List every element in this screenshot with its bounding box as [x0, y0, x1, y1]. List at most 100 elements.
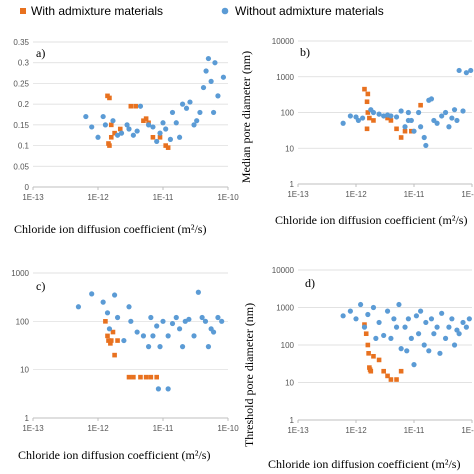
data-point-without-admixture — [102, 122, 109, 128]
data-point-without-admixture — [165, 386, 171, 392]
data-point-without-admixture — [418, 308, 424, 314]
data-point-without-admixture — [391, 316, 397, 322]
data-point-without-admixture — [411, 362, 417, 368]
data-point-without-admixture — [200, 84, 207, 91]
data-point-without-admixture — [220, 74, 227, 80]
data-point-without-admixture — [426, 348, 432, 354]
y-tick-label: 0.35 — [13, 38, 29, 47]
data-point-without-admixture — [340, 120, 346, 126]
data-point-with-admixture — [143, 116, 149, 121]
x-tick-label: 1E-10 — [461, 190, 474, 199]
data-point-without-admixture — [347, 308, 353, 314]
data-point-without-admixture — [357, 301, 364, 308]
data-point-with-admixture — [398, 368, 404, 374]
data-point-with-admixture — [112, 130, 117, 136]
data-point-without-admixture — [347, 113, 353, 119]
data-point-without-admixture — [439, 113, 445, 119]
data-point-without-admixture — [405, 109, 411, 116]
panel-b-y-tick-labels: 1 10 100 1000 10000 — [272, 37, 295, 189]
x-tick-label: 1E-10 — [217, 424, 239, 433]
legend-marker-with-admixture — [20, 8, 26, 14]
data-point-without-admixture — [402, 124, 408, 130]
data-point-without-admixture — [373, 335, 379, 341]
data-point-without-admixture — [179, 101, 186, 107]
panel-b-gridlines — [298, 40, 472, 149]
data-point-without-admixture — [437, 350, 443, 356]
data-point-without-admixture — [405, 316, 411, 322]
x-tick-label: 1E-10 — [217, 193, 239, 202]
panel-a-data-points — [83, 55, 227, 150]
legend-label-without-admixture: Without admixture materials — [235, 4, 384, 18]
data-point-without-admixture — [114, 132, 121, 138]
legend-marker-without-admixture — [221, 7, 229, 15]
panel-d-axes — [297, 419, 473, 423]
data-point-with-admixture — [385, 373, 390, 379]
data-point-with-admixture — [163, 143, 168, 148]
data-point-without-admixture — [205, 55, 212, 62]
y-tick-label: 10000 — [272, 266, 295, 275]
x-tick-label: 1E-12 — [87, 424, 109, 433]
data-point-without-admixture — [446, 324, 452, 330]
data-point-with-admixture — [141, 118, 146, 124]
data-point-with-admixture — [381, 368, 386, 374]
data-point-without-admixture — [137, 103, 144, 109]
data-point-without-admixture — [154, 323, 160, 329]
data-point-with-admixture — [110, 329, 116, 335]
data-point-without-admixture — [160, 120, 166, 126]
data-point-with-admixture — [117, 126, 123, 132]
data-point-without-admixture — [449, 316, 455, 322]
data-point-without-admixture — [75, 304, 82, 310]
y-tick-label: 0.25 — [13, 79, 29, 88]
y-tick-label: 1 — [290, 416, 295, 425]
data-point-without-admixture — [176, 326, 183, 332]
data-point-without-admixture — [197, 109, 203, 116]
data-point-without-admixture — [128, 318, 134, 324]
data-point-without-admixture — [370, 109, 377, 116]
panel-c-x-tick-labels: 1E-13 1E-12 1E-11 1E-10 — [22, 424, 239, 433]
y-tick-label: 0 — [25, 183, 30, 192]
data-point-without-admixture — [456, 331, 462, 337]
data-point-with-admixture — [148, 374, 154, 380]
data-point-without-admixture — [110, 118, 116, 124]
data-point-without-admixture — [187, 99, 193, 105]
data-point-without-admixture — [195, 289, 201, 295]
y-tick-label: 1000 — [11, 269, 29, 278]
data-point-without-admixture — [384, 308, 391, 314]
y-tick-label: 1 — [25, 414, 30, 423]
data-point-without-admixture — [428, 316, 435, 322]
data-point-without-admixture — [173, 314, 179, 321]
y-tick-label: 100 — [281, 109, 295, 118]
data-point-without-admixture — [463, 324, 469, 330]
data-point-with-admixture — [376, 357, 382, 363]
data-point-without-admixture — [408, 335, 414, 341]
data-point-with-admixture — [371, 118, 376, 123]
data-point-without-admixture — [442, 335, 449, 341]
data-point-with-admixture — [394, 126, 399, 132]
data-point-without-admixture — [95, 134, 101, 140]
data-point-with-admixture — [363, 331, 369, 337]
data-point-with-admixture — [365, 110, 371, 115]
panel-d-data-points — [340, 301, 472, 382]
data-point-without-admixture — [157, 130, 163, 136]
y-tick-label: 1000 — [276, 304, 294, 313]
data-point-without-admixture — [353, 316, 359, 322]
data-point-without-admixture — [134, 128, 140, 134]
y-tick-label: 0.15 — [13, 121, 29, 130]
data-point-without-admixture — [165, 333, 171, 339]
data-point-with-admixture — [165, 145, 171, 150]
data-point-without-admixture — [169, 109, 176, 116]
data-point-without-admixture — [114, 314, 121, 321]
data-point-without-admixture — [179, 344, 186, 350]
data-point-without-admixture — [205, 344, 212, 350]
data-point-without-admixture — [451, 342, 458, 348]
panel-a-axes — [32, 186, 229, 190]
data-point-with-admixture — [368, 368, 374, 374]
data-point-without-admixture — [126, 304, 132, 310]
data-point-without-admixture — [423, 142, 429, 149]
panel-d-x-axis-title: Chloride ion diffusion coefficient (m²/s… — [268, 457, 460, 471]
data-point-with-admixture — [418, 102, 423, 108]
data-point-without-admixture — [89, 291, 95, 297]
data-point-without-admixture — [191, 122, 197, 128]
panel-a-x-tick-labels: 1E-13 1E-12 1E-11 1E-10 — [22, 193, 239, 202]
